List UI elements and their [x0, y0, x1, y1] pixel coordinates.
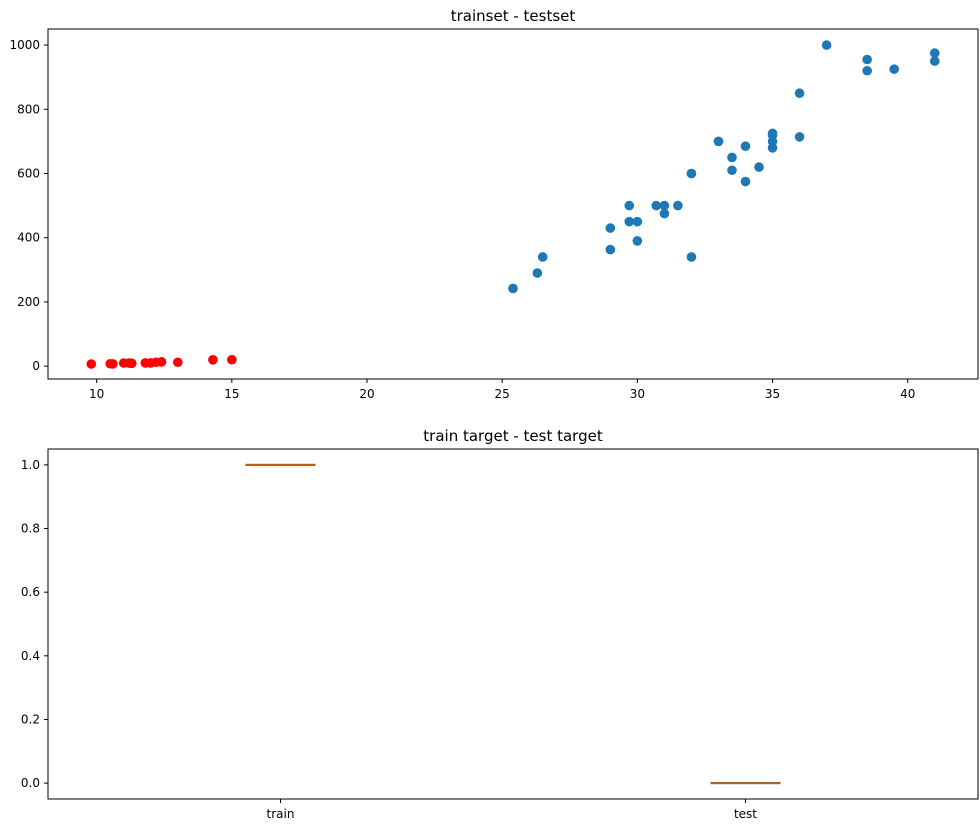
- box-y-axis: 0.0 0.2 0.4 0.6 0.8 1.0: [21, 458, 48, 790]
- scatter-y-tick-label: 800: [17, 102, 40, 116]
- scatter-point: [740, 176, 751, 187]
- scatter-x-tick-label: 15: [224, 387, 239, 401]
- box-title: train target - test target: [423, 427, 603, 445]
- scatter-point: [108, 359, 118, 369]
- box-marks: [245, 463, 781, 785]
- scatter-point: [862, 65, 872, 76]
- box-y-tick-label: 0.4: [21, 649, 40, 663]
- scatter-point: [740, 141, 751, 152]
- box-panel: train target - test target 0.00.20.40.60…: [21, 427, 979, 821]
- box-y-tick-label: 0.8: [21, 522, 40, 536]
- box-x-tick-label: train: [267, 807, 295, 821]
- scatter-point: [659, 208, 670, 219]
- box-x-axis: train test: [267, 799, 757, 821]
- scatter-y-axis: 0 200 400 600 800 1000: [9, 38, 48, 373]
- scatter-x-tick-label: 35: [765, 387, 780, 401]
- scatter-point: [127, 358, 137, 369]
- scatter-point: [686, 168, 697, 179]
- scatter-point: [537, 252, 548, 262]
- scatter-x-tick-label: 20: [359, 387, 374, 401]
- scatter-point: [794, 88, 805, 99]
- scatter-point: [889, 64, 899, 74]
- scatter-point: [686, 252, 697, 262]
- scatter-point: [86, 359, 97, 369]
- scatter-title: trainset - testset: [451, 7, 576, 25]
- scatter-point: [929, 56, 940, 66]
- scatter-y-tick-label: 400: [17, 231, 40, 245]
- scatter-point: [605, 244, 616, 255]
- scatter-point: [862, 54, 872, 65]
- scatter-point: [508, 283, 518, 294]
- scatter-point: [929, 48, 940, 58]
- scatter-x-tick-label: 10: [89, 387, 104, 401]
- scatter-point: [624, 216, 635, 227]
- box-y-tick-label: 1.0: [21, 458, 40, 472]
- scatter-x-axis: 10 15 20 25 30 35 40: [89, 379, 915, 401]
- scatter-point: [156, 357, 167, 367]
- scatter-point: [713, 136, 724, 147]
- scatter-point: [659, 200, 670, 211]
- scatter-x-tick-label: 40: [900, 387, 915, 401]
- scatter-point: [624, 200, 635, 211]
- scatter-y-tick-label: 1000: [9, 38, 40, 52]
- scatter-point: [605, 223, 616, 233]
- scatter-y-tick-label: 0: [32, 359, 40, 373]
- scatter-point: [794, 132, 805, 142]
- scatter-point: [208, 355, 218, 365]
- scatter-x-tick-label: 25: [495, 387, 510, 401]
- scatter-point: [532, 268, 543, 278]
- scatter-y-tick-label: 600: [17, 166, 40, 180]
- box-y-tick-label: 0.2: [21, 712, 40, 726]
- box-x-tick-label: test: [734, 807, 757, 821]
- scatter-point: [651, 200, 662, 211]
- box-y-tick-label: 0.0: [21, 776, 40, 790]
- box-y-tick-label: 0.6: [21, 585, 40, 599]
- scatter-point: [673, 200, 683, 211]
- scatter-point: [727, 152, 737, 163]
- scatter-panel: trainset - testset 10 15 20 25 30 35 40 0 200 40…: [9, 7, 979, 401]
- scatter-point: [754, 162, 764, 172]
- scatter-point: [632, 216, 643, 227]
- scatter-point: [821, 40, 832, 50]
- scatter-points: [86, 40, 940, 369]
- scatter-point: [172, 357, 183, 368]
- scatter-y-tick-label: 200: [17, 295, 40, 309]
- scatter-point: [727, 165, 737, 176]
- scatter-point: [767, 130, 778, 140]
- scatter-point: [227, 354, 237, 365]
- scatter-plot-frame: [47, 28, 979, 380]
- scatter-point: [632, 236, 643, 246]
- scatter-x-tick-label: 30: [630, 387, 645, 401]
- box-plot-frame: [47, 448, 979, 800]
